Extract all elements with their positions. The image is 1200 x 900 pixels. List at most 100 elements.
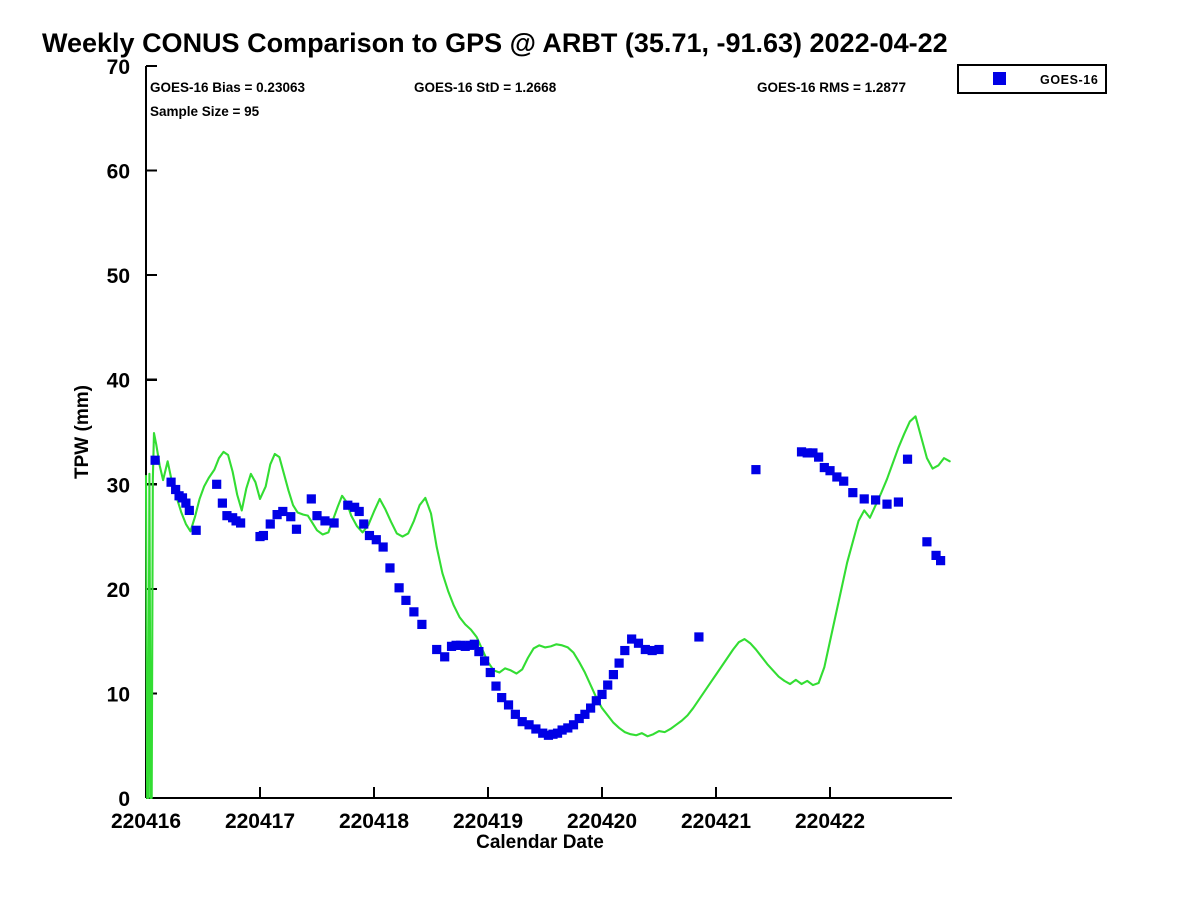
data-point — [936, 556, 946, 566]
data-point — [181, 498, 191, 508]
data-point — [258, 530, 269, 541]
y-tick-label-20: 20 — [107, 579, 130, 602]
data-point — [177, 493, 188, 503]
y-tick-label-60: 60 — [107, 161, 130, 184]
data-point — [882, 499, 892, 509]
data-point — [902, 454, 913, 464]
data-point — [401, 595, 411, 605]
data-point — [394, 583, 404, 593]
stat-sample-size: Sample Size = 95 — [150, 104, 260, 119]
x-tick-label-220419: 220419 — [453, 810, 523, 833]
data-point — [808, 448, 818, 458]
legend-box — [957, 64, 1107, 94]
stat-bias: GOES-16 Bias = 0.23063 — [150, 80, 305, 95]
legend-marker-goes16 — [993, 72, 1006, 85]
x-tick-label-220416: 220416 — [111, 810, 181, 833]
data-point — [385, 563, 395, 573]
data-point — [825, 466, 835, 476]
data-point — [212, 479, 222, 489]
data-point — [222, 511, 232, 521]
legend-label-goes16: GOES-16 — [1040, 73, 1098, 87]
data-point — [354, 506, 364, 517]
data-point — [191, 525, 201, 535]
data-point — [359, 519, 369, 529]
plot-content — [144, 415, 951, 800]
data-point — [568, 720, 579, 730]
data-point — [409, 607, 419, 617]
x-tick-label-220420: 220420 — [567, 810, 637, 833]
data-point — [497, 693, 507, 703]
data-point — [597, 689, 607, 700]
data-point — [832, 472, 842, 482]
data-point — [217, 498, 227, 508]
x-tick-labels: 220416 220417 220418 220419 220420 220421 2204… — [111, 810, 865, 833]
data-point — [236, 518, 246, 528]
data-point — [440, 652, 450, 662]
data-point — [591, 696, 601, 706]
data-point — [647, 645, 657, 656]
data-point — [265, 519, 275, 529]
data-point — [814, 452, 824, 462]
data-point — [166, 477, 176, 487]
data-point — [329, 518, 339, 528]
y-tick-label-40: 40 — [107, 370, 130, 393]
data-point — [819, 462, 829, 473]
data-point — [378, 542, 388, 552]
data-point — [922, 537, 932, 547]
data-point — [343, 500, 353, 510]
data-point — [469, 639, 479, 649]
data-point — [286, 512, 296, 522]
x-tick-marks — [144, 787, 832, 798]
data-point — [531, 724, 541, 734]
y-tick-label-70: 70 — [107, 56, 130, 79]
data-point — [479, 656, 490, 666]
data-point — [871, 495, 881, 505]
data-point — [640, 644, 650, 655]
data-point — [586, 703, 596, 713]
chart-axes: 0 10 20 30 40 50 60 70 220416 220417 220418 220419… — [107, 56, 952, 833]
x-tick-label-220421: 220421 — [681, 810, 751, 833]
data-point — [538, 728, 548, 738]
data-point — [272, 510, 282, 520]
data-point — [306, 494, 316, 504]
data-point — [796, 447, 807, 457]
data-point — [278, 506, 288, 517]
x-tick-label-220417: 220417 — [225, 810, 295, 833]
data-point — [931, 550, 941, 560]
gps-line-series — [144, 415, 951, 800]
page-title: Weekly CONUS Comparison to GPS @ ARBT (3… — [42, 28, 948, 58]
data-point — [627, 634, 637, 644]
data-point — [620, 645, 630, 656]
data-point — [574, 713, 584, 724]
data-point — [371, 535, 381, 545]
data-point — [417, 619, 427, 630]
data-point — [320, 516, 330, 526]
data-point — [171, 484, 181, 495]
data-point — [654, 644, 664, 655]
x-tick-label-220422: 220422 — [795, 810, 865, 833]
data-point — [474, 647, 484, 657]
data-point — [510, 709, 520, 719]
chart-legend[interactable]: GOES-16 — [957, 64, 1107, 94]
data-point — [848, 488, 858, 498]
data-point — [563, 723, 573, 733]
data-point — [694, 632, 704, 642]
data-point — [802, 448, 812, 458]
y-tick-label-30: 30 — [107, 474, 130, 497]
data-point — [839, 476, 849, 486]
data-point — [557, 725, 567, 735]
data-point — [524, 720, 534, 730]
y-tick-label-50: 50 — [107, 265, 130, 288]
data-point — [184, 505, 194, 516]
goes16-scatter-series — [150, 447, 946, 740]
data-point — [312, 511, 322, 521]
data-point — [491, 681, 501, 691]
data-point — [603, 680, 613, 690]
data-point — [608, 670, 619, 680]
data-point — [633, 638, 644, 648]
data-point — [291, 524, 302, 534]
data-point — [364, 530, 375, 541]
y-tick-label-10: 10 — [107, 683, 130, 706]
data-point — [893, 497, 904, 507]
